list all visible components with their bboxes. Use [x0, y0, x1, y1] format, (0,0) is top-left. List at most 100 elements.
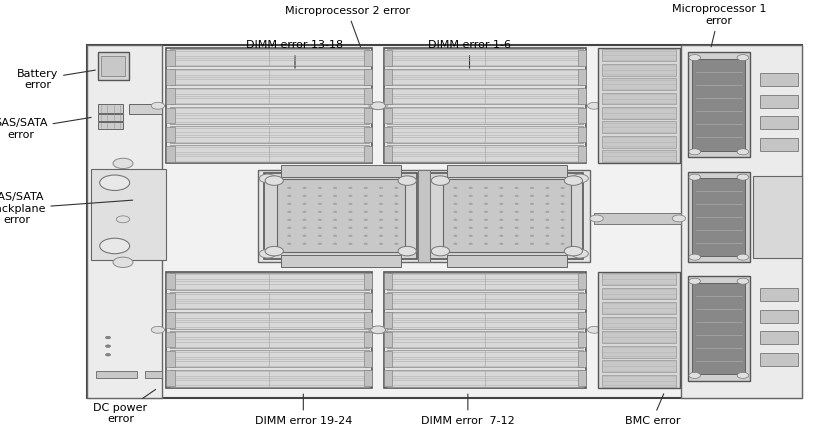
Bar	[760, 116, 798, 129]
Text: DIMM error 1-6: DIMM error 1-6	[428, 40, 511, 68]
Bar	[170, 126, 369, 143]
Circle shape	[395, 203, 398, 205]
Bar	[602, 49, 676, 61]
Circle shape	[515, 227, 519, 229]
Circle shape	[572, 249, 588, 258]
Circle shape	[546, 227, 549, 229]
Circle shape	[395, 235, 398, 237]
Circle shape	[288, 235, 291, 237]
Circle shape	[380, 203, 383, 205]
Circle shape	[302, 219, 306, 221]
Circle shape	[398, 176, 416, 185]
Text: DC power
error: DC power error	[93, 390, 155, 424]
Circle shape	[530, 195, 534, 197]
Circle shape	[530, 235, 534, 237]
Circle shape	[333, 219, 337, 221]
Circle shape	[302, 203, 306, 205]
Circle shape	[737, 278, 749, 284]
Circle shape	[395, 227, 398, 229]
Bar	[364, 312, 372, 328]
Circle shape	[469, 219, 472, 221]
Bar	[166, 88, 175, 104]
Bar	[602, 107, 676, 119]
Bar	[170, 273, 369, 290]
Circle shape	[588, 102, 601, 109]
Circle shape	[349, 195, 352, 197]
Circle shape	[546, 243, 549, 245]
Bar	[387, 145, 583, 162]
Circle shape	[380, 211, 383, 213]
Bar	[688, 52, 750, 157]
Circle shape	[380, 243, 383, 245]
Circle shape	[380, 195, 383, 197]
Circle shape	[484, 195, 488, 197]
Circle shape	[484, 219, 488, 221]
Circle shape	[484, 187, 488, 189]
Bar	[598, 48, 680, 163]
Bar	[170, 88, 369, 104]
Circle shape	[364, 243, 367, 245]
Circle shape	[333, 227, 337, 229]
Circle shape	[546, 195, 549, 197]
Circle shape	[515, 235, 519, 237]
Circle shape	[259, 174, 276, 183]
Circle shape	[737, 174, 749, 180]
Bar	[170, 107, 369, 124]
Bar	[98, 114, 123, 121]
Circle shape	[561, 243, 564, 245]
Circle shape	[530, 227, 534, 229]
Circle shape	[100, 175, 130, 190]
Bar	[96, 371, 137, 378]
Bar	[170, 312, 369, 329]
Bar	[384, 88, 392, 104]
Bar	[364, 370, 372, 386]
Circle shape	[288, 211, 291, 213]
Circle shape	[371, 102, 386, 110]
Circle shape	[737, 254, 749, 260]
Circle shape	[431, 246, 450, 256]
Bar	[384, 69, 392, 85]
Circle shape	[454, 187, 457, 189]
Bar	[364, 127, 372, 142]
Bar	[364, 69, 372, 85]
Bar	[277, 179, 405, 252]
Bar	[384, 312, 392, 328]
Circle shape	[395, 187, 398, 189]
Bar	[166, 146, 175, 162]
Circle shape	[689, 372, 701, 378]
Circle shape	[546, 219, 549, 221]
Bar	[760, 353, 798, 366]
Bar	[578, 88, 586, 104]
Circle shape	[469, 187, 472, 189]
Bar	[91, 169, 166, 260]
Bar	[430, 173, 583, 259]
Circle shape	[349, 227, 352, 229]
Circle shape	[302, 187, 306, 189]
Circle shape	[530, 203, 534, 205]
Bar	[602, 136, 676, 148]
Bar	[602, 64, 676, 76]
Bar	[578, 127, 586, 142]
Bar	[602, 346, 676, 358]
Circle shape	[288, 195, 291, 197]
Circle shape	[349, 219, 352, 221]
Bar	[387, 107, 583, 124]
Circle shape	[564, 176, 583, 185]
Bar	[753, 176, 802, 258]
Bar	[602, 375, 676, 387]
Bar	[681, 45, 802, 398]
Text: DIMM error  7-12: DIMM error 7-12	[421, 394, 514, 426]
Bar	[170, 350, 369, 367]
Bar	[578, 351, 586, 367]
Circle shape	[484, 211, 488, 213]
Bar	[384, 50, 392, 66]
Circle shape	[689, 55, 701, 61]
Bar	[384, 332, 392, 347]
Circle shape	[369, 102, 382, 109]
Bar	[578, 50, 586, 66]
Bar	[384, 127, 392, 142]
Circle shape	[349, 235, 352, 237]
Circle shape	[302, 227, 306, 229]
Bar	[98, 52, 129, 80]
Circle shape	[588, 326, 601, 333]
